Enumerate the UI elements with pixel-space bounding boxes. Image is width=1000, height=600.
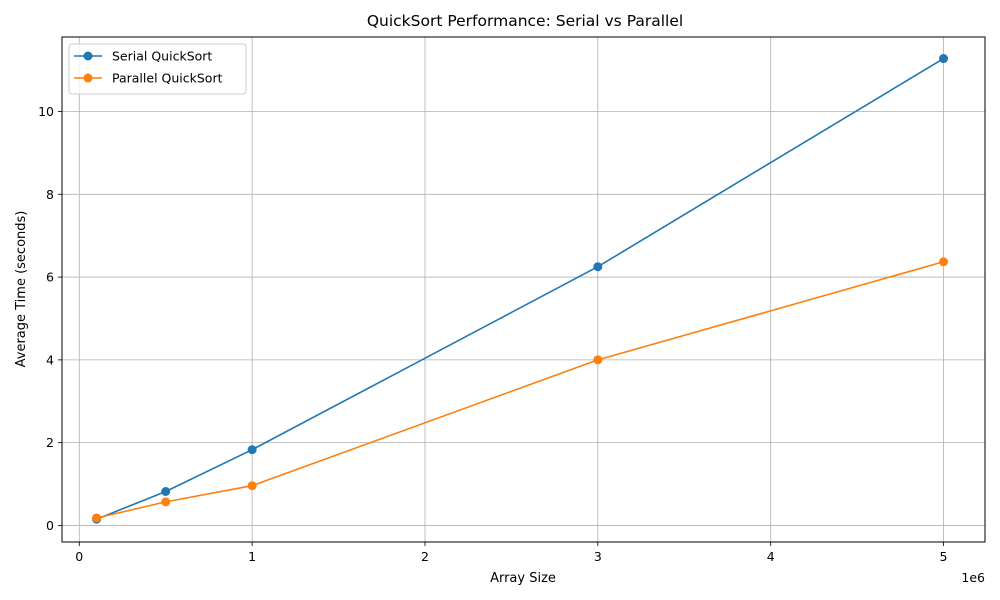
y-tick-label: 4 [46, 352, 54, 367]
x-axis-offset-label: 1e6 [961, 570, 985, 585]
parallel-quicksort-point [593, 355, 603, 365]
y-tick-label: 10 [38, 104, 54, 119]
legend-box [68, 43, 247, 95]
parallel-quicksort-series [92, 257, 949, 523]
legend: Serial QuickSort Parallel QuickSort [68, 43, 247, 95]
serial-quicksort-point [593, 262, 603, 272]
y-tick-label: 6 [46, 270, 54, 285]
y-tick-label: 2 [46, 435, 54, 450]
parallel-quicksort-point [92, 513, 102, 523]
x-tick-label: 3 [594, 549, 602, 564]
legend-marker [83, 73, 93, 83]
serial-quicksort-point [247, 445, 257, 455]
chart-title: QuickSort Performance: Serial vs Paralle… [367, 12, 683, 30]
x-axis-ticks: 0 1 2 3 4 5 [75, 542, 947, 564]
y-axis-ticks: 0 2 4 6 8 10 [38, 104, 62, 533]
y-tick-label: 8 [46, 187, 54, 202]
parallel-quicksort-point [939, 257, 949, 267]
series-layer [92, 54, 949, 524]
x-tick-label: 1 [248, 549, 256, 564]
legend-item-parallel-quicksort: Parallel QuickSort [74, 71, 223, 86]
y-axis-label: Average Time (seconds) [14, 211, 29, 368]
legend-item-serial-quicksort: Serial QuickSort [74, 49, 212, 64]
x-tick-label: 5 [940, 549, 948, 564]
serial-quicksort-point [939, 54, 949, 64]
x-tick-label: 0 [75, 549, 83, 564]
parallel-quicksort-point [247, 481, 257, 491]
x-tick-label: 4 [767, 549, 775, 564]
x-tick-label: 2 [421, 549, 429, 564]
legend-label: Serial QuickSort [112, 49, 212, 64]
x-axis-label: Array Size [490, 571, 556, 586]
parallel-quicksort-point [161, 497, 171, 507]
grid [62, 37, 985, 542]
plot-frame [61, 36, 986, 543]
y-tick-label: 0 [46, 518, 54, 533]
legend-marker [83, 51, 93, 61]
serial-quicksort-point [161, 487, 171, 496]
legend-label: Parallel QuickSort [112, 71, 223, 86]
